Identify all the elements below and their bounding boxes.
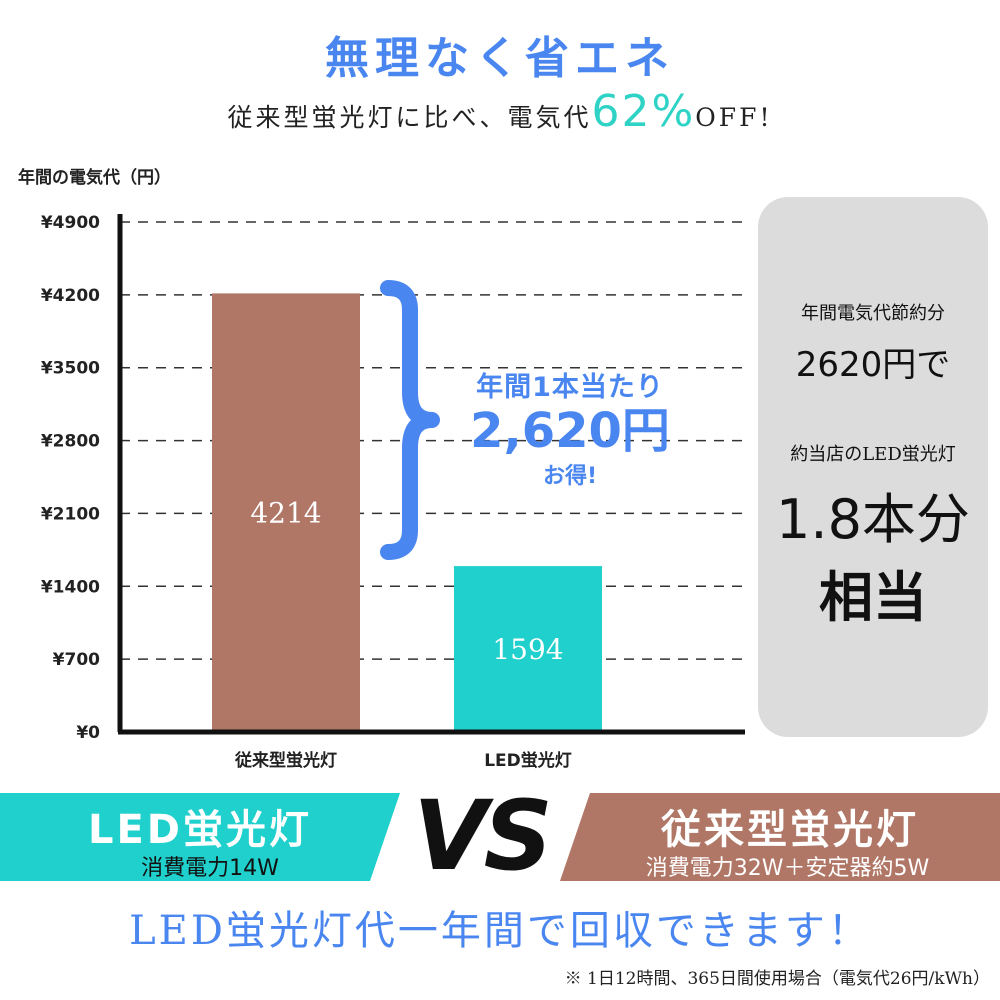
footer-headline: LED蛍光灯代一年間で回収できます！ (129, 908, 871, 954)
side-line3: 約当店のLED蛍光灯 (790, 444, 956, 465)
vs-label: VS (413, 780, 552, 892)
y-tick-label: ¥4900 (41, 213, 100, 233)
bar-value-label: 4214 (250, 497, 321, 530)
axes (117, 214, 745, 735)
side-line5: 相当 (819, 566, 927, 629)
side-line4: 1.8本分 (776, 488, 970, 551)
y-tick-label: ¥4200 (41, 286, 100, 306)
side-line2: 2620円で (795, 345, 951, 385)
grid-lines (120, 221, 745, 660)
y-tick-label: ¥2100 (41, 504, 100, 524)
bar (212, 293, 360, 732)
old-title: 従来型蛍光灯 (661, 807, 919, 853)
bars (212, 293, 602, 732)
footer-note: ※ 1日12時間、365日間使用場合（電気代26円/kWh） (564, 969, 990, 989)
x-category-label: 従来型蛍光灯 (234, 750, 337, 771)
led-power: 消費電力14W (141, 856, 279, 881)
callout-line1: 年間1本当たり (476, 372, 664, 403)
bar (454, 566, 602, 732)
callout-line3: お得! (542, 464, 598, 489)
subtitle-suffix: OFF! (695, 103, 773, 132)
savings-side-panel: 年間電気代節約分 2620円で 約当店のLED蛍光灯 1.8本分 相当 (758, 197, 988, 737)
old-power: 消費電力32W＋安定器約5W (645, 856, 930, 881)
old-band (560, 793, 1000, 881)
y-tick-label: ¥1400 (41, 577, 100, 597)
page-subtitle: 従来型蛍光灯に比べ、電気代62%OFF! (0, 86, 1000, 137)
bar-chart: ¥0 ¥700 ¥1400 ¥2100 ¥2800 ¥3500 ¥4200 ¥4900 4214… (41, 213, 745, 771)
curly-brace-icon (380, 280, 440, 560)
labels: ¥0 ¥700 ¥1400 ¥2100 ¥2800 ¥3500 ¥4200 ¥4900 4214… (41, 213, 572, 771)
y-tick-label: ¥3500 (41, 359, 100, 379)
y-tick-label: ¥2800 (41, 432, 100, 452)
bar-value-label: 1594 (492, 633, 563, 666)
subtitle-prefix: 従来型蛍光灯に比べ、電気代 (227, 103, 592, 132)
y-axis-title: 年間の電気代（円） (18, 168, 171, 188)
y-tick-label: ¥700 (53, 650, 100, 670)
led-band (0, 793, 400, 881)
callout-amount: 2,620円 (470, 403, 670, 459)
side-line1: 年間電気代節約分 (801, 303, 945, 324)
y-tick-label: ¥0 (76, 723, 100, 743)
x-category-label: LED蛍光灯 (484, 750, 572, 771)
savings-callout: 年間1本当たり 2,620円 お得! (430, 365, 710, 490)
page-title: 無理なく省エネ (325, 33, 675, 84)
led-title: LED蛍光灯 (87, 807, 312, 853)
subtitle-percent: 62% (591, 86, 696, 137)
